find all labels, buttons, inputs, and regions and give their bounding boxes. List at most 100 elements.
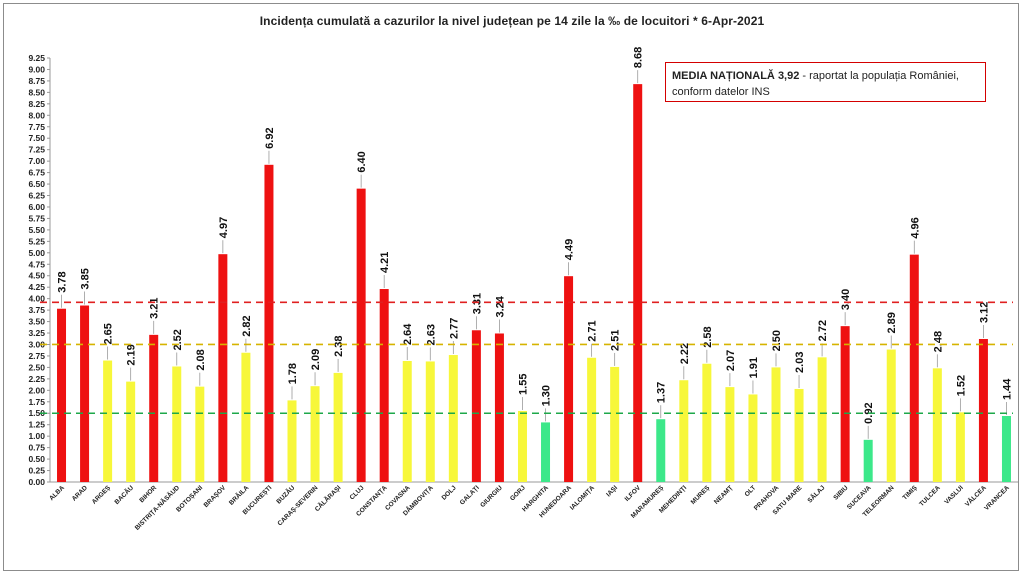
- data-label: 1.78: [287, 363, 299, 384]
- data-label: 4.21: [379, 252, 391, 273]
- bar-bucurești: [264, 164, 274, 482]
- category-label: IALOMIȚA: [569, 484, 596, 511]
- data-label: 3.12: [978, 302, 990, 323]
- bar-sălaj: [817, 357, 827, 482]
- y-tick-label: 3.00: [28, 339, 45, 349]
- data-label: 3.78: [57, 271, 69, 292]
- y-tick-label: 4.25: [28, 282, 45, 292]
- data-label: 2.58: [702, 326, 714, 347]
- category-label: DOLJ: [441, 484, 458, 501]
- note-dash-text: - raportat la populația României,: [799, 70, 959, 82]
- bar-mureș: [702, 363, 712, 482]
- bar-călărași: [333, 372, 343, 482]
- data-label: 1.37: [656, 382, 668, 403]
- data-label: 2.52: [172, 329, 184, 350]
- y-tick-label: 2.50: [28, 362, 45, 372]
- bar-vâlcea: [978, 338, 988, 482]
- category-label: TULCEA: [918, 484, 942, 508]
- y-tick-label: 0.75: [28, 443, 45, 453]
- y-tick-label: 0.00: [28, 477, 45, 487]
- bar-neamț: [725, 387, 735, 482]
- y-tick-label: 4.50: [28, 271, 45, 281]
- data-label: 3.85: [80, 268, 92, 289]
- data-label: 2.48: [932, 331, 944, 352]
- y-tick-label: 7.75: [28, 122, 45, 132]
- data-label: 3.31: [471, 293, 483, 314]
- bar-buzău: [287, 400, 297, 482]
- y-tick-label: 5.25: [28, 236, 45, 246]
- y-tick-label: 6.25: [28, 191, 45, 201]
- category-label: BRĂILA: [227, 483, 251, 507]
- bar-giurgiu: [494, 333, 504, 482]
- bar-cluj: [356, 188, 366, 483]
- bar-bacău: [126, 381, 136, 482]
- bar-vrancea: [1001, 415, 1011, 482]
- data-label: 2.03: [794, 352, 806, 373]
- y-tick-label: 5.75: [28, 213, 45, 223]
- y-tick-label: 6.00: [28, 202, 45, 212]
- y-tick-label: 2.00: [28, 385, 45, 395]
- bar-brașov: [218, 254, 228, 482]
- bar-brăila: [241, 352, 251, 482]
- bar-bistrița-năsăud: [172, 366, 182, 482]
- y-tick-label: 8.00: [28, 110, 45, 120]
- category-label: CLUJ: [349, 484, 366, 501]
- category-label: IAȘI: [605, 484, 619, 498]
- y-tick-label: 9.00: [28, 64, 45, 74]
- bar-ialomița: [587, 357, 597, 482]
- y-tick-label: 3.75: [28, 305, 45, 315]
- bar-bihor: [149, 334, 159, 482]
- bar-dâmbovița: [425, 361, 435, 482]
- data-label: 2.89: [886, 312, 898, 333]
- data-label: 6.40: [356, 151, 368, 172]
- category-label: ARGEȘ: [91, 484, 113, 506]
- category-label: MUREȘ: [690, 484, 712, 506]
- data-label: 2.77: [448, 318, 460, 339]
- y-tick-label: 1.00: [28, 431, 45, 441]
- data-label: 2.51: [610, 330, 622, 351]
- bar-teleorman: [886, 349, 896, 482]
- y-tick-label: 4.75: [28, 259, 45, 269]
- data-label: 2.09: [310, 349, 322, 370]
- data-label: 1.44: [1001, 378, 1013, 400]
- bar-dolj: [448, 355, 458, 482]
- data-label: 2.65: [103, 323, 115, 344]
- category-label: BUZĂU: [274, 483, 297, 506]
- data-label: 3.40: [840, 289, 852, 310]
- data-label: 2.22: [679, 343, 691, 364]
- bar-vaslui: [955, 412, 965, 482]
- y-tick-label: 8.50: [28, 87, 45, 97]
- y-tick-label: 4.00: [28, 294, 45, 304]
- y-tick-label: 5.00: [28, 248, 45, 258]
- data-label: 3.21: [149, 297, 161, 318]
- y-tick-label: 2.75: [28, 351, 45, 361]
- category-label: NEAMȚ: [713, 484, 734, 505]
- bar-timiș: [909, 254, 919, 482]
- bar-maramureș: [656, 419, 666, 482]
- y-tick-label: 7.25: [28, 145, 45, 155]
- category-label: ARAD: [71, 484, 89, 502]
- bar-argeș: [103, 360, 113, 482]
- data-label: 6.92: [264, 127, 276, 148]
- data-label: 2.72: [817, 320, 829, 341]
- y-tick-label: 8.75: [28, 76, 45, 86]
- category-label: BRAȘOV: [203, 484, 228, 509]
- bar-harghita: [541, 422, 551, 482]
- data-label: 1.30: [541, 385, 553, 406]
- data-label: 2.50: [771, 330, 783, 351]
- data-label: 1.52: [955, 375, 967, 396]
- bar-alba: [57, 308, 67, 482]
- bar-mehedinți: [679, 380, 689, 482]
- bar-olt: [748, 394, 758, 482]
- note-source: conform datelor INS: [672, 86, 770, 98]
- category-label: ALBA: [48, 484, 66, 502]
- data-label: 4.97: [218, 217, 230, 238]
- category-label: VASLUI: [943, 484, 965, 506]
- data-label: 4.96: [909, 217, 921, 238]
- data-label: 3.24: [494, 295, 506, 317]
- bar-tulcea: [932, 368, 942, 482]
- y-tick-label: 7.00: [28, 156, 45, 166]
- category-label: SIBIU: [832, 484, 849, 501]
- y-tick-label: 9.25: [28, 53, 45, 63]
